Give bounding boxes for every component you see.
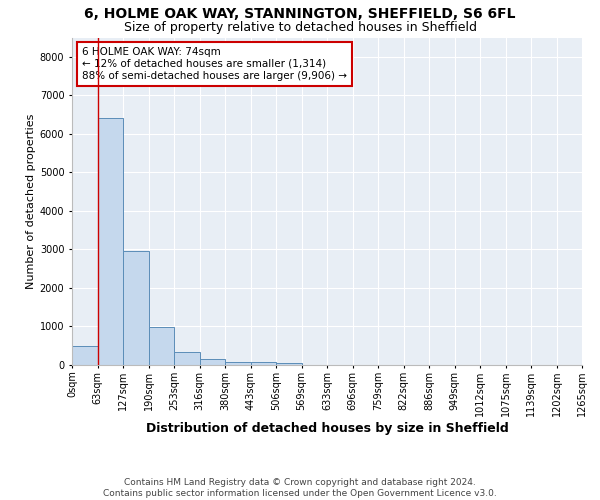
Bar bbox=[174, 352, 199, 365]
Bar bbox=[251, 362, 276, 365]
Bar bbox=[199, 359, 225, 365]
Text: Size of property relative to detached houses in Sheffield: Size of property relative to detached ho… bbox=[124, 21, 476, 34]
Bar bbox=[149, 327, 174, 365]
Bar bbox=[225, 362, 251, 365]
Bar bbox=[72, 346, 97, 365]
Bar bbox=[123, 252, 149, 365]
Text: 6 HOLME OAK WAY: 74sqm
← 12% of detached houses are smaller (1,314)
88% of semi-: 6 HOLME OAK WAY: 74sqm ← 12% of detached… bbox=[82, 48, 347, 80]
Bar bbox=[97, 118, 123, 365]
Y-axis label: Number of detached properties: Number of detached properties bbox=[26, 114, 35, 289]
Text: 6, HOLME OAK WAY, STANNINGTON, SHEFFIELD, S6 6FL: 6, HOLME OAK WAY, STANNINGTON, SHEFFIELD… bbox=[84, 8, 516, 22]
X-axis label: Distribution of detached houses by size in Sheffield: Distribution of detached houses by size … bbox=[146, 422, 508, 434]
Text: Contains HM Land Registry data © Crown copyright and database right 2024.
Contai: Contains HM Land Registry data © Crown c… bbox=[103, 478, 497, 498]
Bar bbox=[276, 363, 302, 365]
